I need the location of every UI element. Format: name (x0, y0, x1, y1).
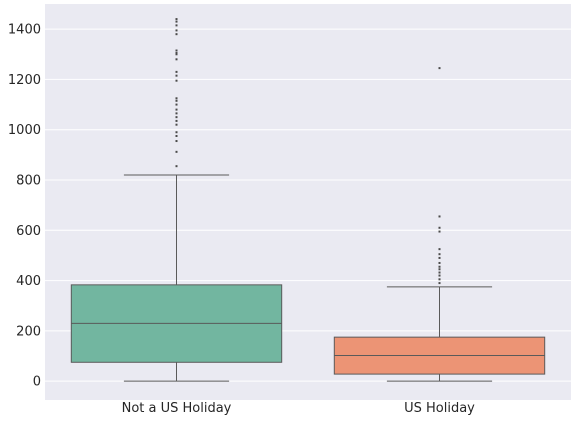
outlier-point (438, 274, 441, 277)
outlier-point (175, 108, 178, 111)
y-tick-label: 0 (33, 375, 41, 390)
box-group (333, 67, 546, 382)
x-tick-label: US Holiday (404, 401, 475, 416)
y-tick-label: 600 (16, 224, 41, 239)
outlier-point (438, 278, 441, 281)
y-tick-label: 200 (16, 324, 41, 339)
y-tick-label: 1400 (8, 23, 41, 38)
outlier-point (175, 24, 178, 27)
y-tick-label: 1000 (8, 123, 41, 138)
outlier-point (438, 265, 441, 268)
outlier-point (175, 29, 178, 32)
outlier-point (175, 99, 178, 102)
outlier-point (175, 79, 178, 82)
y-axis-ticks: 0 200 400 600 800 1000 1200 1400 (8, 23, 41, 390)
outlier-point (175, 97, 178, 100)
box-group (70, 18, 283, 382)
outlier-point (438, 261, 441, 264)
outlier-point (438, 256, 441, 259)
outlier-point (438, 268, 441, 271)
outlier-point (175, 119, 178, 122)
outlier-point (175, 135, 178, 137)
outlier-point (175, 140, 178, 143)
outlier-point (175, 131, 178, 134)
x-tick-label: Not a US Holiday (122, 401, 232, 416)
outlier-point (438, 271, 441, 274)
outlier-point (438, 215, 441, 218)
outlier-point (438, 248, 441, 251)
outlier-point (438, 282, 441, 285)
outlier-point (175, 103, 178, 106)
outlier-point (175, 53, 178, 56)
y-tick-label: 1200 (8, 73, 41, 88)
outlier-point (175, 70, 178, 73)
outlier-point (438, 230, 441, 233)
outlier-point (175, 116, 178, 119)
y-tick-label: 400 (16, 274, 41, 289)
outlier-point (175, 49, 178, 52)
outlier-point (175, 52, 178, 55)
x-axis-labels: Not a US Holiday US Holiday (122, 401, 476, 416)
outlier-point (438, 67, 441, 70)
outlier-point (175, 20, 178, 23)
outlier-point (175, 150, 178, 153)
outlier-point (175, 33, 178, 36)
outlier-point (438, 226, 441, 229)
outlier-point (175, 18, 178, 21)
outlier-point (175, 58, 178, 61)
y-tick-label: 800 (16, 174, 41, 189)
outlier-point (438, 253, 441, 256)
outlier-point (175, 112, 178, 115)
outlier-point (175, 123, 178, 126)
boxes (70, 18, 546, 382)
outlier-point (175, 74, 178, 77)
outlier-point (175, 165, 178, 168)
